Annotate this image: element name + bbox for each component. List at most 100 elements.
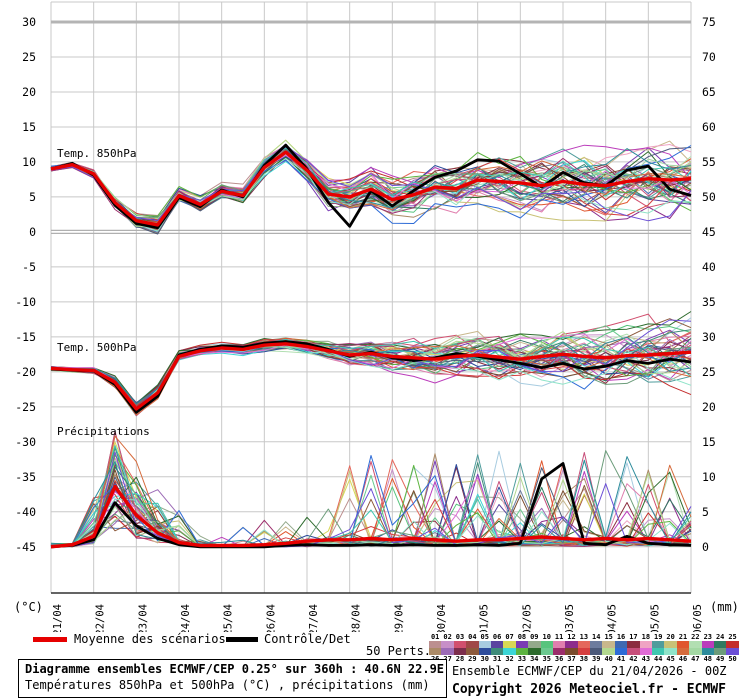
pert-number: 48 <box>703 655 712 663</box>
pert-color-swatch <box>565 641 578 648</box>
mean-legend-label: Moyenne des scénarios <box>74 632 226 646</box>
pert-color-swatch <box>540 648 553 655</box>
svg-text:24/04: 24/04 <box>180 604 192 632</box>
pert-color-swatch <box>652 648 665 655</box>
svg-text:15: 15 <box>702 435 716 449</box>
svg-text:06/05: 06/05 <box>692 604 704 632</box>
pert-number: 13 <box>579 633 589 641</box>
pert-color-swatch <box>552 648 566 655</box>
svg-text:27/04: 27/04 <box>308 604 320 632</box>
pert-color-swatch <box>528 641 541 648</box>
pert-number: 40 <box>604 655 613 663</box>
pert-color-swatch <box>515 641 529 648</box>
svg-text:0: 0 <box>29 225 36 239</box>
svg-text:26/04: 26/04 <box>265 604 277 632</box>
svg-text:29/04: 29/04 <box>393 604 405 632</box>
pert-number: 42 <box>629 655 638 663</box>
svg-text:-40: -40 <box>15 505 36 519</box>
left-axis-unit-label: (°C) <box>14 600 43 614</box>
svg-text:-15: -15 <box>15 330 36 344</box>
pert-color-swatch <box>503 641 516 648</box>
y-axis-labels: 302520151050-5-10-15-20-25-30-35-40-4575… <box>15 15 716 554</box>
pert-number: 33 <box>517 655 527 663</box>
pert-color-swatch <box>565 648 578 655</box>
pert-color-swatch <box>713 648 727 655</box>
svg-text:30/04: 30/04 <box>436 604 448 632</box>
pert-color-swatch <box>466 648 479 655</box>
panel-label-precipitations: Précipitations <box>57 425 150 438</box>
pert-number: 12 <box>567 633 576 641</box>
mean-legend-swatch <box>33 637 67 642</box>
pert-color-swatch <box>515 648 529 655</box>
svg-text:-25: -25 <box>15 400 36 414</box>
pert-number: 19 <box>654 633 663 641</box>
pert-number: 36 <box>554 655 564 663</box>
pert-color-swatch <box>664 648 677 655</box>
pert-number: 06 <box>492 633 502 641</box>
control-legend-label: Contrôle/Det <box>264 632 351 646</box>
pert-number: 49 <box>715 655 725 663</box>
svg-text:60: 60 <box>702 120 716 134</box>
svg-text:45: 45 <box>702 225 716 239</box>
pert-color-swatch <box>614 648 628 655</box>
pert-number: 22 <box>691 633 700 641</box>
pert-color-swatch <box>552 641 566 648</box>
pert-color-swatch <box>453 648 467 655</box>
svg-text:20: 20 <box>22 85 36 99</box>
pert-color-swatch <box>701 648 714 655</box>
pert-number: 34 <box>530 655 539 663</box>
pert-number: 45 <box>666 655 675 663</box>
pert-color-swatch <box>652 641 665 648</box>
pert-number: 21 <box>678 633 688 641</box>
pert-color-swatch <box>602 641 615 648</box>
pert-color-swatch <box>627 641 640 648</box>
pert-number: 17 <box>629 633 638 641</box>
pert-color-row <box>429 641 739 648</box>
pert-color-row <box>429 648 739 655</box>
pert-color-swatch <box>577 648 591 655</box>
pert-number: 11 <box>554 633 564 641</box>
pert-number: 29 <box>468 655 477 663</box>
pert-color-swatch <box>627 648 640 655</box>
right-axis-unit-label: (mm) <box>710 600 739 614</box>
pert-number: 14 <box>592 633 601 641</box>
svg-text:28/04: 28/04 <box>351 604 363 632</box>
pert-number: 20 <box>666 633 675 641</box>
svg-text:-45: -45 <box>15 540 36 554</box>
svg-text:0: 0 <box>702 540 709 554</box>
pert-number: 02 <box>443 633 452 641</box>
svg-text:-5: -5 <box>22 260 36 274</box>
ensemble-mean-lines <box>50 150 692 549</box>
pert-number: 23 <box>703 633 712 641</box>
svg-text:65: 65 <box>702 85 716 99</box>
svg-text:04/05: 04/05 <box>607 604 619 632</box>
pert-color-swatch <box>676 641 690 648</box>
svg-text:05/05: 05/05 <box>649 604 661 632</box>
pert-number: 28 <box>455 655 465 663</box>
pert-color-swatch <box>689 648 702 655</box>
pert-number: 10 <box>542 633 551 641</box>
svg-text:55: 55 <box>702 155 716 169</box>
pert-number: 38 <box>579 655 589 663</box>
pert-number: 18 <box>641 633 651 641</box>
pert-color-swatch <box>689 641 702 648</box>
perturbation-color-legend: 01 02 03 04 05 06 07 08 09 10 11 12 13 14 15 16 17 18 19 20… <box>429 633 739 663</box>
pert-color-swatch <box>429 641 442 648</box>
svg-text:5: 5 <box>702 505 709 519</box>
svg-text:25/04: 25/04 <box>223 604 235 632</box>
svg-text:22/04: 22/04 <box>95 604 107 632</box>
perts-count-label: 50 Perts. <box>366 644 432 658</box>
pert-number: 27 <box>443 655 452 663</box>
pert-number: 15 <box>604 633 613 641</box>
pert-color-swatch <box>441 648 454 655</box>
svg-text:30: 30 <box>702 330 716 344</box>
svg-text:-10: -10 <box>15 295 36 309</box>
svg-text:25: 25 <box>22 50 36 64</box>
ensemble-chart-canvas: 302520151050-5-10-15-20-25-30-35-40-4575… <box>15 1 716 632</box>
run-info: Ensemble ECMWF/CEP du 21/04/2026 - 00Z C… <box>452 664 727 697</box>
pert-number: 39 <box>592 655 601 663</box>
svg-text:-20: -20 <box>15 365 36 379</box>
svg-text:20: 20 <box>702 400 716 414</box>
pert-color-swatch <box>726 648 739 655</box>
